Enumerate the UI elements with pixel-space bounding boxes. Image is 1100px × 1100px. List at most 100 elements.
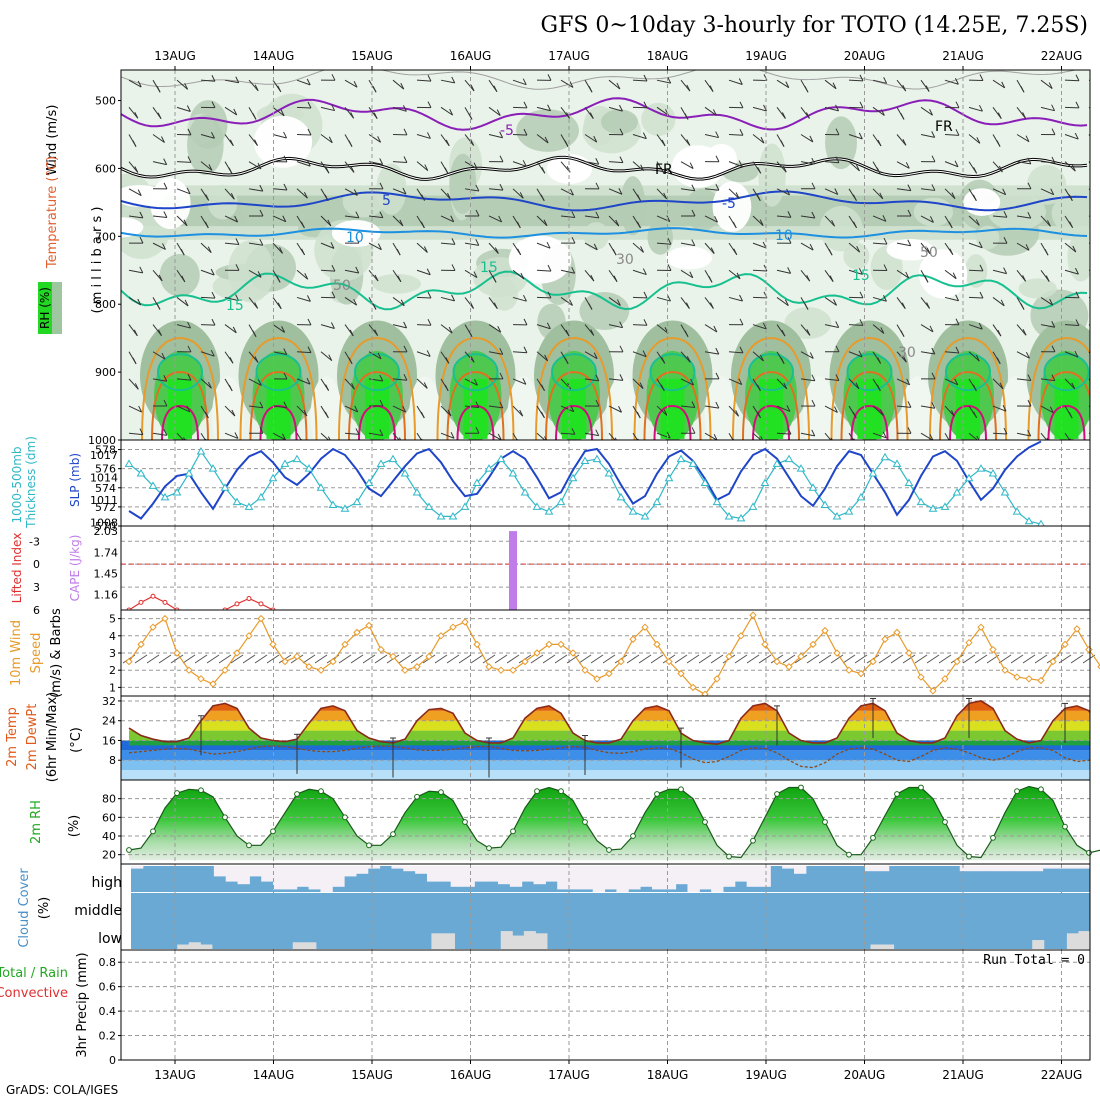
boundary-layer-contour bbox=[249, 371, 308, 440]
wind-barb-flag bbox=[451, 238, 456, 245]
wind-barb-flag bbox=[350, 166, 355, 173]
rh-blob bbox=[825, 116, 857, 170]
temp-color-band bbox=[121, 770, 1090, 780]
wind-barb-flag bbox=[306, 78, 311, 86]
wind-barb-flag bbox=[710, 302, 714, 309]
wind-barb bbox=[776, 215, 791, 218]
label-10m-wind: 10m Wind bbox=[9, 620, 24, 686]
wind-barb-flag bbox=[354, 405, 359, 413]
wind-barb-flag bbox=[186, 405, 191, 413]
wind-barb-flag bbox=[733, 248, 738, 255]
wind-barb bbox=[248, 161, 262, 170]
cloud-level-label: low bbox=[98, 931, 122, 947]
wind-speed-marker bbox=[1061, 640, 1069, 649]
wind-barb-flag bbox=[379, 211, 384, 218]
wind-barb bbox=[368, 432, 383, 436]
temp-contour-loop bbox=[1043, 353, 1090, 392]
wind-barb-flag bbox=[690, 378, 695, 386]
wind-barb-flag bbox=[520, 272, 525, 280]
wind-barb-flag bbox=[499, 155, 504, 163]
li-marker bbox=[258, 601, 264, 607]
wind-barb-flag bbox=[1027, 157, 1032, 165]
precip-panel: 0.8 0.6 0.4 0.2 0 Run Total = 0 Total / Rain… bbox=[0, 949, 1091, 1067]
wind-barb-flag bbox=[235, 76, 240, 83]
slp-line bbox=[128, 440, 1042, 520]
y-tick-label: 0.8 bbox=[99, 956, 117, 969]
wind-barb bbox=[320, 134, 333, 144]
wind-barb-flag bbox=[736, 272, 741, 280]
wind-barb bbox=[1040, 79, 1053, 89]
wind-speed-marker bbox=[797, 652, 805, 661]
wind-barb-flag bbox=[304, 273, 309, 280]
li-tick-label: 0 bbox=[33, 558, 40, 571]
wind-barb-flag bbox=[907, 427, 912, 434]
wind-barb-flag bbox=[403, 374, 408, 381]
wind-barb-flag bbox=[231, 409, 236, 417]
wind-barb bbox=[608, 378, 623, 381]
wind-barb bbox=[992, 432, 1008, 435]
contour-label: 10 bbox=[775, 228, 793, 244]
wind-barb bbox=[224, 405, 236, 417]
rh-marker bbox=[390, 831, 396, 838]
wind-barb-flag bbox=[738, 160, 743, 167]
wind-barb bbox=[752, 242, 767, 249]
wind-barb-flag bbox=[208, 164, 213, 171]
wind-barb bbox=[872, 324, 885, 334]
wind-barb-flag bbox=[470, 356, 475, 363]
wind-barb-flag bbox=[183, 219, 188, 226]
wind-barb-flag bbox=[163, 374, 168, 382]
cloud-clear-bar bbox=[616, 866, 629, 892]
wind-barb bbox=[488, 242, 499, 254]
wind-barb-flag bbox=[811, 399, 816, 407]
wind-speed-marker bbox=[845, 666, 853, 674]
thickness-marker bbox=[328, 500, 338, 508]
label-slp: SLP (mb) bbox=[68, 453, 82, 507]
wind-barb-flag bbox=[1000, 299, 1005, 307]
wind-barb bbox=[608, 79, 621, 90]
wind-barb bbox=[128, 378, 139, 390]
thickness-marker bbox=[184, 468, 194, 477]
cloud-clear-bar bbox=[1042, 866, 1055, 869]
wind-barb-flag bbox=[400, 299, 405, 306]
wind-barb bbox=[200, 378, 212, 389]
wind-barb bbox=[344, 79, 358, 88]
wind-barb-flag bbox=[691, 239, 696, 246]
wind-barb-flag bbox=[787, 427, 792, 435]
wind-speed-marker bbox=[281, 657, 289, 666]
wind-barb-flag bbox=[877, 139, 882, 147]
thickness-marker bbox=[436, 511, 446, 520]
wind-barb-flag bbox=[686, 84, 691, 92]
wind-barb-flag bbox=[975, 354, 980, 362]
wind-barb-flag bbox=[204, 411, 209, 419]
wind-barb-flag bbox=[1025, 351, 1030, 359]
y-tick-label: 40 bbox=[102, 830, 116, 843]
wind-barb bbox=[1088, 242, 1090, 244]
wind-barb bbox=[416, 296, 432, 299]
wind-barb-flag bbox=[1020, 303, 1025, 310]
wind-barb-flag bbox=[254, 84, 259, 91]
wind-barb-flag bbox=[666, 215, 671, 222]
rh-marker bbox=[654, 791, 660, 797]
wind-barb bbox=[248, 79, 259, 92]
wind-barb-flag bbox=[181, 275, 186, 283]
wind-barb bbox=[488, 215, 502, 223]
cloud-clear-bar bbox=[261, 866, 274, 882]
y-tick-label: 570 bbox=[95, 520, 116, 533]
wind-barb-flag bbox=[760, 354, 764, 362]
wind-barb-flag bbox=[444, 167, 449, 174]
cloud-clear-bar bbox=[746, 866, 759, 887]
wind-barb-flag bbox=[858, 268, 863, 275]
wind-barb bbox=[344, 215, 359, 219]
wind-speed-marker bbox=[725, 652, 733, 661]
cloud-clear-bar bbox=[355, 866, 369, 874]
wind-barb bbox=[512, 269, 525, 280]
surface-wind-barb bbox=[590, 654, 604, 664]
upper-grid bbox=[174, 70, 1062, 440]
thickness-marker bbox=[676, 454, 686, 463]
surface-wind-barb bbox=[242, 654, 256, 664]
wind-barb bbox=[896, 351, 907, 363]
thickness-marker bbox=[604, 468, 614, 477]
wind-barb-flag bbox=[420, 221, 425, 229]
wind-barb bbox=[944, 432, 950, 440]
thickness-marker bbox=[856, 492, 866, 501]
